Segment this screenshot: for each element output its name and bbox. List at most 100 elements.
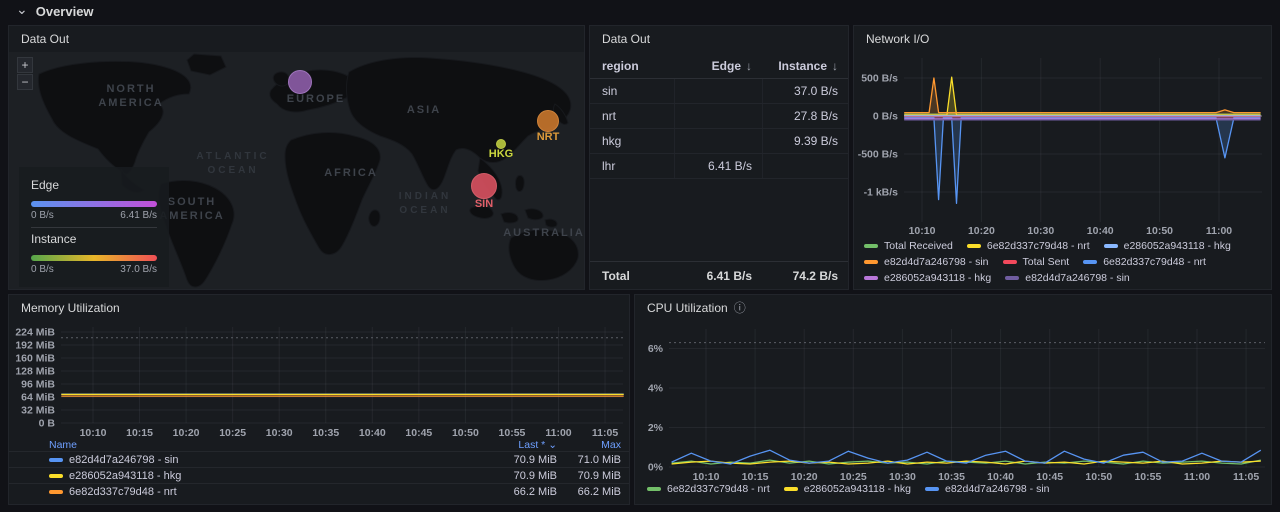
y-tick-label: -500 B/s xyxy=(858,149,898,161)
panel-title-data-out-table[interactable]: Data Out xyxy=(590,26,848,52)
x-tick-label: 10:35 xyxy=(312,427,339,439)
x-tick-label: 10:20 xyxy=(791,471,818,483)
panel-title-text: Memory Utilization xyxy=(21,301,120,315)
legend-item[interactable]: e286052a943118 - hkg xyxy=(864,272,991,284)
x-tick-label: 11:00 xyxy=(1184,471,1210,483)
network-io-chart[interactable]: 10:1010:2010:3010:4010:5011:00500 B/s0 B… xyxy=(854,52,1273,238)
panel-title-memory[interactable]: Memory Utilization xyxy=(9,295,629,321)
memory-legend-row: 6e82d337c79d48 - nrt66.2 MiB66.2 MiB xyxy=(9,483,629,499)
legend-header-last[interactable]: Last * ⌄ xyxy=(487,439,557,451)
total-edge-value: 6.41 B/s xyxy=(674,269,762,283)
panel-title-network-io[interactable]: Network I/O xyxy=(854,26,1271,52)
continent-shape xyxy=(501,213,518,223)
panel-title-data-out-map[interactable]: Data Out xyxy=(9,26,584,52)
legend-item[interactable]: Total Sent xyxy=(1003,256,1070,268)
map-zoom-in-button[interactable]: + xyxy=(17,57,33,73)
memory-chart[interactable]: 10:1010:1510:2010:2510:3010:3510:4010:45… xyxy=(9,321,631,439)
map-zoom-out-button[interactable]: − xyxy=(17,74,33,90)
x-tick-label: 10:15 xyxy=(126,427,153,439)
legend-item[interactable]: Total Received xyxy=(864,240,953,252)
sort-desc-icon: ↓ xyxy=(746,59,752,73)
cpu-chart[interactable]: 10:1010:1510:2010:2510:3010:3510:4010:45… xyxy=(635,321,1273,483)
cell-region: hkg xyxy=(590,134,674,148)
cell-instance: 37.0 B/s xyxy=(762,79,848,103)
y-gridlines xyxy=(61,332,623,423)
legend-label: e82d4d7a246798 - sin xyxy=(945,483,1050,495)
map-marker-nrt[interactable] xyxy=(537,110,559,132)
legend-header-max[interactable]: Max xyxy=(557,439,621,451)
y-tick-label: 160 MiB xyxy=(15,353,55,365)
legend-label: e82d4d7a246798 - sin xyxy=(884,256,989,268)
y-gridlines xyxy=(669,349,1265,468)
legend-label: e286052a943118 - hkg xyxy=(1124,240,1231,252)
panel-data-out-table: Data Out region Edge↓ Instance↓ sin 37.0 … xyxy=(589,25,849,290)
legend-swatch xyxy=(967,244,981,248)
cell-region: sin xyxy=(590,84,674,98)
column-header-instance[interactable]: Instance↓ xyxy=(762,54,848,78)
table-row-nrt: nrt27.8 B/s xyxy=(590,104,848,129)
table-header-row: region Edge↓ Instance↓ xyxy=(590,54,848,79)
panel-title-text: Network I/O xyxy=(866,32,929,46)
legend-item[interactable]: e286052a943118 - hkg xyxy=(9,470,487,482)
legend-item[interactable]: e82d4d7a246798 - sin xyxy=(864,256,989,268)
y-tick-label: 32 MiB xyxy=(21,405,55,417)
column-header-region[interactable]: region xyxy=(590,59,674,73)
continent-shape xyxy=(525,209,543,220)
legend-header-name[interactable]: Name xyxy=(49,439,487,451)
table-total-row: Total 6.41 B/s 74.2 B/s xyxy=(590,261,848,289)
map-legend-max: 37.0 B/s xyxy=(120,264,157,275)
map-legend-gradient-bar xyxy=(31,255,157,261)
legend-item[interactable]: e286052a943118 - hkg xyxy=(784,483,911,495)
table-row-sin: sin 37.0 B/s xyxy=(590,79,848,104)
continent-label: NORTH AMERICA xyxy=(98,82,163,110)
sort-desc-icon: ↓ xyxy=(832,59,838,73)
network-io-legend: Total Received 6e82d337c79d48 - nrt e28605… xyxy=(864,240,1266,284)
map-legend-min: 0 B/s xyxy=(31,210,54,221)
legend-item[interactable]: e286052a943118 - hkg xyxy=(1104,240,1231,252)
y-tick-label: 4% xyxy=(648,383,664,395)
legend-item[interactable]: e82d4d7a246798 - sin xyxy=(925,483,1050,495)
column-header-edge[interactable]: Edge↓ xyxy=(674,54,762,78)
legend-item[interactable]: 6e82d337c79d48 - nrt xyxy=(967,240,1090,252)
table-row-lhr: lhr6.41 B/s xyxy=(590,154,848,179)
y-tick-label: 500 B/s xyxy=(861,73,898,85)
legend-swatch xyxy=(1005,276,1019,280)
panel-title-cpu[interactable]: CPU Utilization ⓘ xyxy=(635,295,1271,321)
x-tick-label: 11:05 xyxy=(1233,471,1259,483)
x-tick-label: 10:30 xyxy=(1027,225,1054,237)
legend-last-value: 70.9 MiB xyxy=(487,454,557,466)
legend-item[interactable]: e82d4d7a246798 - sin xyxy=(1005,272,1130,284)
continent-label: SOUTH AMERICA xyxy=(159,195,224,223)
x-tick-label: 10:45 xyxy=(1036,471,1063,483)
x-tick-label: 10:25 xyxy=(219,427,246,439)
map-marker-sin[interactable] xyxy=(471,173,497,199)
x-tick-label: 10:20 xyxy=(173,427,200,439)
map-legend-minmax: 0 B/s6.41 B/s xyxy=(31,210,157,221)
legend-item[interactable]: 6e82d337c79d48 - nrt xyxy=(9,486,487,498)
x-gridlines xyxy=(93,327,605,423)
geomap[interactable]: NORTH AMERICAEUROPEASIAAFRICASOUTH AMERI… xyxy=(9,52,584,289)
continent-shape xyxy=(369,210,380,226)
legend-item[interactable]: e82d4d7a246798 - sin xyxy=(9,454,487,466)
map-legend-min: 0 B/s xyxy=(31,264,54,275)
x-tick-label: 11:00 xyxy=(1206,225,1232,237)
y-tick-label: -1 kB/s xyxy=(864,187,899,199)
continent-shape xyxy=(273,72,289,86)
legend-item[interactable]: 6e82d337c79d48 - nrt xyxy=(647,483,770,495)
memory-legend-row: e82d4d7a246798 - sin70.9 MiB71.0 MiB xyxy=(9,451,629,467)
continent-label: ASIA xyxy=(407,103,441,117)
x-tick-label: 10:50 xyxy=(1146,225,1173,237)
legend-item[interactable]: 6e82d337c79d48 - nrt xyxy=(1083,256,1206,268)
section-header-overview[interactable]: ⌄ Overview xyxy=(16,2,94,20)
x-tick-label: 11:00 xyxy=(545,427,571,439)
legend-last-value: 66.2 MiB xyxy=(487,486,557,498)
continent-label: AFRICA xyxy=(324,166,378,180)
sort-caret-icon: ⌄ xyxy=(548,439,557,451)
info-icon[interactable]: ⓘ xyxy=(734,302,746,314)
map-legend-section: Instance0 B/s37.0 B/s xyxy=(31,227,157,281)
legend-swatch xyxy=(925,487,939,491)
dashboard: ⌄ Overview Data Out NORTH AMERICAEUROPEA… xyxy=(0,0,1280,512)
x-tick-label: 10:30 xyxy=(266,427,293,439)
map-marker[interactable] xyxy=(288,70,312,94)
legend-label: e286052a943118 - hkg xyxy=(804,483,911,495)
